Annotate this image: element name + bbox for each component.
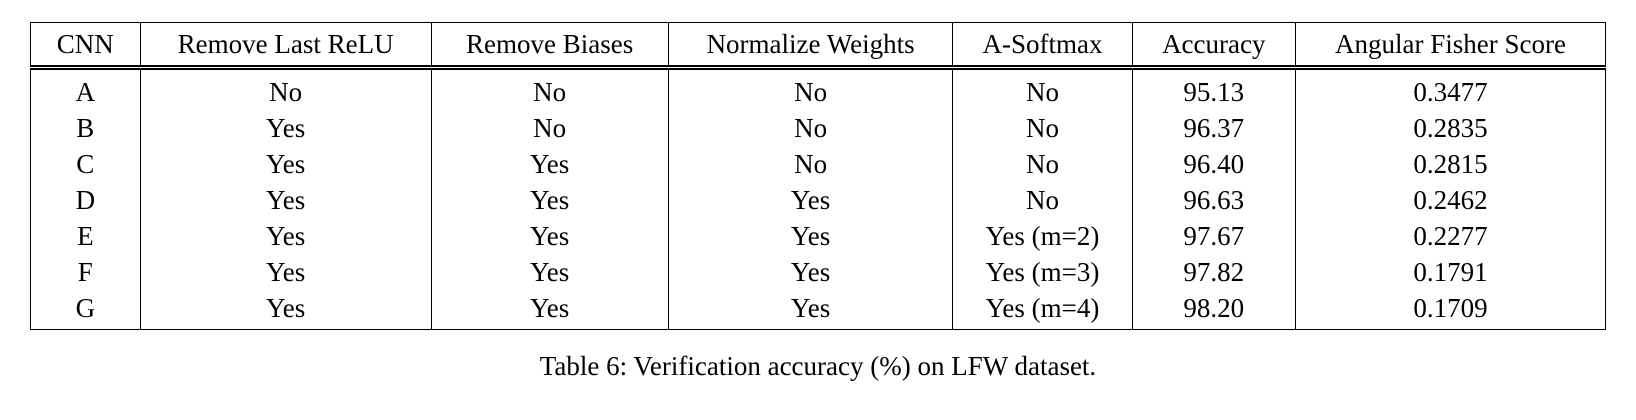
header-normalize-weights: Normalize Weights	[667, 22, 954, 70]
cell-accuracy: 97.82	[1131, 254, 1296, 290]
verification-accuracy-table: CNN Remove Last ReLU Remove Biases Norma…	[30, 22, 1607, 330]
cell-accuracy: 96.40	[1131, 146, 1296, 182]
cell-accuracy: 96.37	[1131, 110, 1296, 146]
cell-cnn: A	[30, 67, 141, 110]
cell-remove-biases: Yes	[430, 254, 669, 290]
table-caption: Table 6: Verification accuracy (%) on LF…	[539, 351, 1097, 381]
cell-angular-fisher-score: 0.2462	[1294, 182, 1607, 218]
cell-a-softmax: No	[952, 110, 1133, 146]
cell-normalize-weights: Yes	[667, 182, 954, 218]
cell-a-softmax: Yes (m=3)	[952, 254, 1133, 290]
cell-remove-biases: Yes	[430, 218, 669, 254]
cell-a-softmax: No	[952, 182, 1133, 218]
cell-angular-fisher-score: 0.2277	[1294, 218, 1607, 254]
cell-normalize-weights: No	[667, 146, 954, 182]
table-header-row: CNN Remove Last ReLU Remove Biases Norma…	[30, 22, 1607, 70]
table-row: G Yes Yes Yes Yes (m=4) 98.20 0.1709	[30, 290, 1607, 330]
cell-remove-biases: Yes	[430, 290, 669, 330]
cell-angular-fisher-score: 0.1791	[1294, 254, 1607, 290]
cell-normalize-weights: Yes	[667, 254, 954, 290]
cell-angular-fisher-score: 0.3477	[1294, 67, 1607, 110]
cell-remove-biases: Yes	[430, 146, 669, 182]
cell-remove-last-relu: Yes	[139, 182, 432, 218]
header-a-softmax: A-Softmax	[952, 22, 1133, 70]
cell-remove-last-relu: Yes	[139, 218, 432, 254]
cell-a-softmax: No	[952, 67, 1133, 110]
header-accuracy: Accuracy	[1131, 22, 1296, 70]
cell-remove-last-relu: Yes	[139, 110, 432, 146]
cell-remove-last-relu: No	[139, 67, 432, 110]
cell-normalize-weights: Yes	[667, 290, 954, 330]
cell-cnn: D	[30, 182, 141, 218]
cell-cnn: C	[30, 146, 141, 182]
cell-a-softmax: Yes (m=4)	[952, 290, 1133, 330]
cell-remove-last-relu: Yes	[139, 146, 432, 182]
cell-a-softmax: No	[952, 146, 1133, 182]
header-remove-biases: Remove Biases	[430, 22, 669, 70]
table-row: B Yes No No No 96.37 0.2835	[30, 110, 1607, 146]
cell-remove-biases: No	[430, 67, 669, 110]
cell-remove-biases: No	[430, 110, 669, 146]
cell-normalize-weights: No	[667, 110, 954, 146]
cell-cnn: E	[30, 218, 141, 254]
cell-cnn: B	[30, 110, 141, 146]
header-remove-last-relu: Remove Last ReLU	[139, 22, 432, 70]
table-row: D Yes Yes Yes No 96.63 0.2462	[30, 182, 1607, 218]
cell-normalize-weights: No	[667, 67, 954, 110]
table-row: E Yes Yes Yes Yes (m=2) 97.67 0.2277	[30, 218, 1607, 254]
results-table-container: CNN Remove Last ReLU Remove Biases Norma…	[30, 22, 1607, 330]
cell-accuracy: 95.13	[1131, 67, 1296, 110]
cell-accuracy-best: 98.20	[1131, 290, 1296, 330]
table-row: C Yes Yes No No 96.40 0.2815	[30, 146, 1607, 182]
cell-accuracy: 96.63	[1131, 182, 1296, 218]
cell-angular-fisher-score-best: 0.1709	[1294, 290, 1607, 330]
header-angular-fisher-score: Angular Fisher Score	[1294, 22, 1607, 70]
table-row: A No No No No 95.13 0.3477	[30, 67, 1607, 110]
cell-normalize-weights: Yes	[667, 218, 954, 254]
table-row: F Yes Yes Yes Yes (m=3) 97.82 0.1791	[30, 254, 1607, 290]
cell-a-softmax: Yes (m=2)	[952, 218, 1133, 254]
cell-accuracy: 97.67	[1131, 218, 1296, 254]
header-cnn: CNN	[30, 22, 141, 70]
cell-remove-last-relu: Yes	[139, 254, 432, 290]
cell-cnn: F	[30, 254, 141, 290]
cell-angular-fisher-score: 0.2815	[1294, 146, 1607, 182]
cell-cnn: G	[30, 290, 141, 330]
cell-angular-fisher-score: 0.2835	[1294, 110, 1607, 146]
cell-remove-biases: Yes	[430, 182, 669, 218]
cell-remove-last-relu: Yes	[139, 290, 432, 330]
